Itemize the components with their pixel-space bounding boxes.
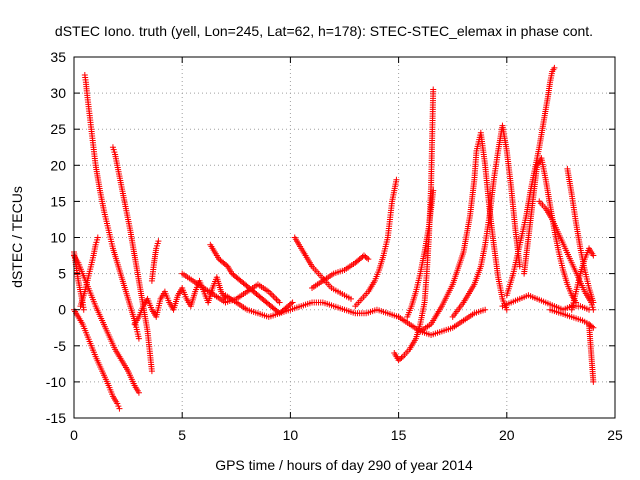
- data-point: [148, 368, 155, 375]
- y-tick-label: 30: [50, 85, 66, 101]
- plot-area: [71, 64, 597, 412]
- data-point: [223, 262, 230, 269]
- x-tick-label: 15: [391, 427, 407, 443]
- data-point: [116, 405, 123, 412]
- data-point: [398, 354, 405, 361]
- data-point: [276, 299, 283, 306]
- x-tick-label: 0: [70, 427, 78, 443]
- y-axis-label: dSTEC / TECUs: [9, 186, 25, 288]
- data-point: [363, 254, 370, 261]
- data-point: [590, 252, 597, 259]
- data-point: [590, 306, 597, 313]
- plot-frame: [73, 56, 616, 419]
- data-point: [80, 306, 87, 313]
- axis-ticks: 0 5 10 15 20 25 -15 -10 -5 0 5 10 15 20 25 30 35: [46, 49, 623, 443]
- data-point: [94, 234, 101, 241]
- data-point: [273, 296, 280, 303]
- data-point: [155, 238, 162, 245]
- data-point: [503, 306, 510, 313]
- data-point: [114, 400, 121, 407]
- data-point: [365, 256, 372, 263]
- y-tick-label: 5: [58, 266, 66, 282]
- y-tick-label: 25: [50, 121, 66, 137]
- x-tick-label: 25: [607, 427, 623, 443]
- data-point: [135, 335, 142, 342]
- data-point: [289, 299, 296, 306]
- data-point: [347, 295, 354, 302]
- data-point: [590, 299, 597, 306]
- y-tick-label: 20: [50, 157, 66, 173]
- data-point: [588, 323, 595, 330]
- chart-title: dSTEC Iono. truth (yell, Lon=245, Lat=62…: [55, 23, 593, 39]
- data-point: [430, 187, 437, 194]
- y-tick-label: 0: [58, 302, 66, 318]
- grid: [74, 57, 615, 418]
- y-tick-label: 10: [50, 230, 66, 246]
- data-point: [551, 64, 558, 71]
- data-point: [271, 294, 278, 301]
- data-point: [590, 324, 597, 331]
- data-point: [275, 297, 282, 304]
- x-tick-label: 5: [178, 427, 186, 443]
- data-point: [516, 263, 523, 270]
- data-point: [115, 403, 122, 410]
- x-tick-label: 10: [283, 427, 299, 443]
- data-point: [590, 378, 597, 385]
- data-point: [393, 176, 400, 183]
- y-tick-label: -15: [46, 410, 66, 426]
- y-tick-label: -10: [46, 374, 66, 390]
- data-point: [135, 389, 142, 396]
- y-tick-label: 35: [50, 49, 66, 65]
- data-point: [288, 300, 295, 307]
- data-point: [268, 291, 275, 298]
- data-point: [482, 306, 489, 313]
- data-point: [430, 86, 437, 93]
- x-axis-label: GPS time / hours of day 290 of year 2014: [215, 457, 473, 473]
- data-point: [267, 290, 274, 297]
- data-point: [270, 293, 277, 300]
- y-tick-label: 15: [50, 193, 66, 209]
- x-tick-label: 20: [499, 427, 515, 443]
- y-tick-label: -5: [54, 338, 67, 354]
